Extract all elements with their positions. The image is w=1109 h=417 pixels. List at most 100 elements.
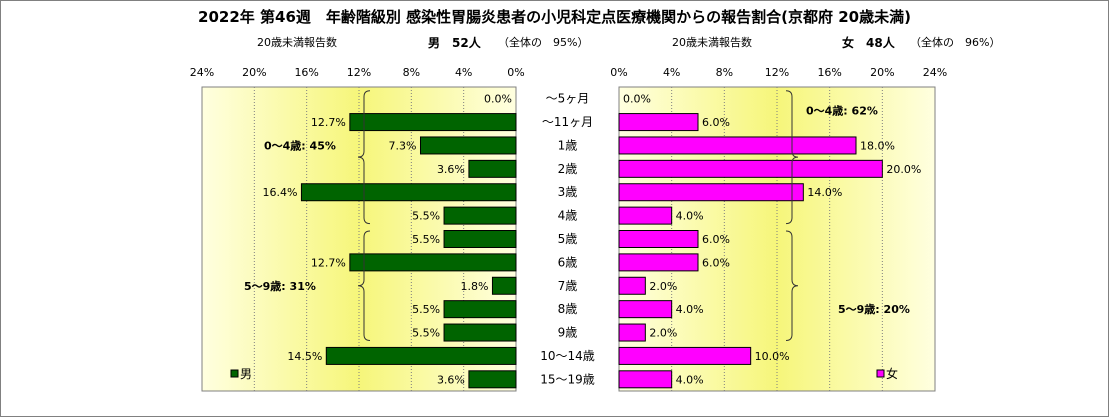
right-header-sex-text: 女 xyxy=(842,36,855,50)
category-label: 1歳 xyxy=(558,138,578,152)
left-header-share: （全体の 95%） xyxy=(498,36,589,49)
female-data-label: 10.0% xyxy=(755,350,790,363)
female-0-4-brace xyxy=(785,90,799,225)
category-label: 10～14歳 xyxy=(540,349,595,363)
female-data-label: 4.0% xyxy=(676,210,704,223)
male-data-label: 5.5% xyxy=(412,233,440,246)
male-axis-tick-label: 20% xyxy=(242,66,266,79)
male-axis-tick-label: 4% xyxy=(455,66,472,79)
category-label: 8歳 xyxy=(558,302,578,316)
female-data-label: 18.0% xyxy=(860,139,895,152)
male-bar xyxy=(491,276,517,295)
left-header-sex: 男 xyxy=(428,34,440,51)
male-bar xyxy=(443,206,517,225)
left-header-count: 52人 xyxy=(452,34,481,51)
female-bar xyxy=(618,136,857,155)
male-axis-tick-label: 24% xyxy=(190,66,214,79)
category-label: 6歳 xyxy=(558,255,578,269)
female-legend-label: 女 xyxy=(886,366,898,381)
female-5-9-brace xyxy=(785,230,799,342)
female-data-label: 2.0% xyxy=(649,280,677,293)
female-data-label: 0.0% xyxy=(623,93,651,106)
female-axis-tick-label: 12% xyxy=(765,66,789,79)
female-axis-tick-label: 8% xyxy=(716,66,733,79)
female-bar xyxy=(618,276,646,295)
female-data-label: 6.0% xyxy=(702,233,730,246)
female-data-label: 20.0% xyxy=(886,163,921,176)
category-label: 7歳 xyxy=(558,279,578,293)
female-bar xyxy=(618,159,883,178)
female-bar xyxy=(618,323,646,342)
female-bar xyxy=(618,230,699,248)
female-bar xyxy=(618,113,699,132)
male-bar xyxy=(443,323,517,342)
female-bar xyxy=(618,183,804,202)
female-axis-tick-label: 20% xyxy=(870,66,894,79)
category-label: ～11ヶ月 xyxy=(542,115,593,129)
female-axis-tick-label: 4% xyxy=(663,66,680,79)
male-bar xyxy=(468,159,517,178)
male-axis-tick-label: 16% xyxy=(294,66,318,79)
category-label: 9歳 xyxy=(558,326,578,340)
female-bar xyxy=(618,300,673,319)
category-label: 2歳 xyxy=(558,162,578,176)
female-data-label: 14.0% xyxy=(807,186,842,199)
male-bar xyxy=(325,346,517,365)
male-data-label: 12.7% xyxy=(311,116,346,129)
male-axis-tick-label: 12% xyxy=(347,66,371,79)
male-data-label: 12.7% xyxy=(311,256,346,269)
male-data-label: 7.3% xyxy=(389,139,417,152)
male-bar xyxy=(349,253,517,272)
female-axis-tick-label: 16% xyxy=(817,66,841,79)
male-axis-tick-label: 8% xyxy=(403,66,420,79)
chart-title: 2022年 第46週 年齢階級別 感染性胃腸炎患者の小児科定点医療機関からの報告… xyxy=(198,8,911,26)
male-data-label: 14.5% xyxy=(287,350,322,363)
left-header-count-text: 52人 xyxy=(452,36,481,50)
male-data-label: 1.8% xyxy=(460,280,488,293)
female-data-label: 4.0% xyxy=(676,303,704,316)
male-5-9-annotation: 5～9歳: 31% xyxy=(244,279,316,293)
female-data-label: 6.0% xyxy=(702,116,730,129)
left-header-label: 20歳未満報告数 xyxy=(257,36,337,49)
male-data-label: 3.6% xyxy=(437,373,465,386)
female-axis-tick-label: 24% xyxy=(923,66,947,79)
left-header-sex-text: 男 xyxy=(428,36,441,50)
category-label: 15～19歳 xyxy=(540,372,595,386)
category-label: 5歳 xyxy=(558,232,578,246)
male-data-label: 16.4% xyxy=(262,186,297,199)
female-bar xyxy=(618,253,699,272)
male-bar xyxy=(443,230,517,248)
male-data-label: 0.0% xyxy=(484,93,512,106)
female-data-label: 4.0% xyxy=(676,373,704,386)
category-label: 4歳 xyxy=(558,209,578,223)
male-data-label: 5.5% xyxy=(412,303,440,316)
male-legend-label: 男 xyxy=(240,367,252,381)
right-header-count: 48人 xyxy=(866,34,895,51)
right-header-share: （全体の 96%） xyxy=(910,36,1001,49)
right-header-sex: 女 xyxy=(842,34,854,51)
male-bar xyxy=(300,183,517,202)
female-axis-tick-label: 0% xyxy=(610,66,627,79)
male-0-4-annotation: 0～4歳: 45% xyxy=(264,138,336,152)
female-0-4-annotation: 0～4歳: 62% xyxy=(806,103,878,117)
category-label: ～5ヶ月 xyxy=(546,92,590,106)
female-legend-swatch xyxy=(876,369,885,378)
male-bar xyxy=(349,113,517,132)
female-bar xyxy=(618,370,673,389)
female-data-label: 2.0% xyxy=(649,327,677,340)
male-axis-tick-label: 0% xyxy=(507,66,524,79)
right-header-label: 20歳未満報告数 xyxy=(672,36,752,49)
female-bar xyxy=(618,346,752,365)
right-header-count-text: 48人 xyxy=(866,36,895,50)
male-bar xyxy=(419,136,517,155)
female-data-label: 6.0% xyxy=(702,256,730,269)
male-bar xyxy=(468,370,517,389)
male-bar xyxy=(443,300,517,319)
male-data-label: 5.5% xyxy=(412,210,440,223)
male-data-label: 3.6% xyxy=(437,163,465,176)
male-0-4-brace xyxy=(357,90,371,225)
male-legend-swatch xyxy=(230,369,239,378)
category-label: 3歳 xyxy=(558,185,578,199)
male-5-9-brace xyxy=(357,230,371,342)
female-bar xyxy=(618,206,673,225)
